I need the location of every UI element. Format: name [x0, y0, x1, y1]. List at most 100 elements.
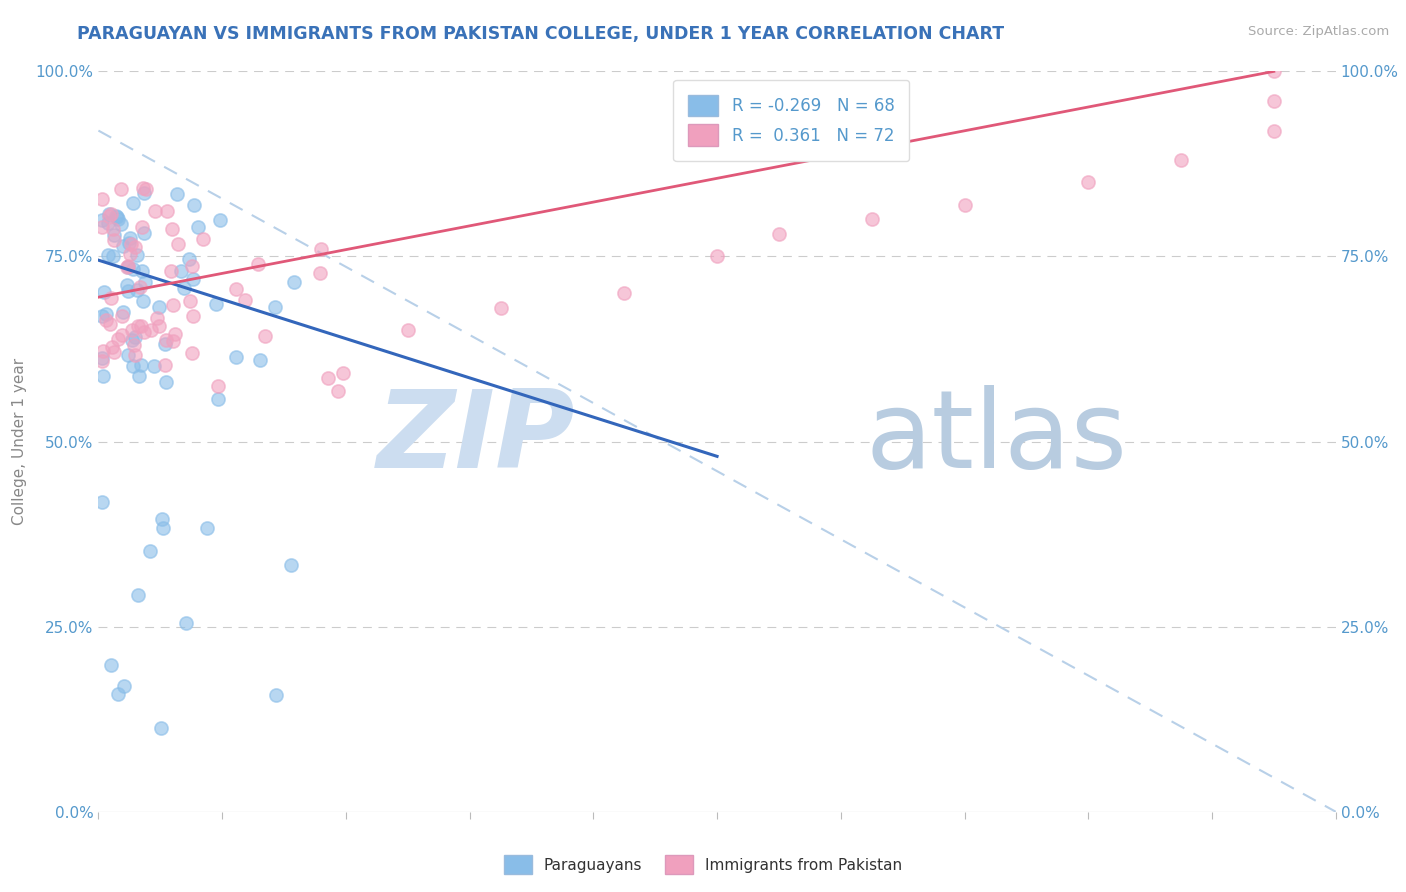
- Point: [139, 544, 162, 558]
- Point: [318, 370, 340, 384]
- Point: [124, 330, 146, 344]
- Point: [183, 309, 205, 323]
- Point: [127, 588, 149, 602]
- Point: [122, 196, 145, 211]
- Point: [98, 210, 121, 224]
- Point: [121, 359, 143, 374]
- Point: [132, 294, 155, 309]
- Point: [309, 243, 332, 257]
- Point: [120, 236, 142, 251]
- Point: [100, 207, 122, 221]
- Point: [207, 392, 229, 406]
- Point: [110, 217, 132, 231]
- Point: [187, 219, 209, 234]
- Point: [155, 375, 177, 389]
- Point: [155, 333, 177, 347]
- Point: [170, 264, 193, 278]
- Point: [122, 261, 145, 276]
- Point: [90, 219, 112, 234]
- Point: [613, 286, 636, 301]
- Point: [155, 358, 177, 372]
- Point: [132, 181, 155, 195]
- Point: [91, 192, 114, 206]
- Point: [115, 277, 138, 292]
- Point: [253, 328, 276, 343]
- Point: [117, 260, 139, 274]
- Point: [132, 325, 155, 339]
- Point: [120, 231, 142, 245]
- Point: [156, 204, 179, 219]
- Point: [162, 334, 184, 348]
- Y-axis label: College, Under 1 year: College, Under 1 year: [13, 358, 27, 525]
- Point: [94, 307, 117, 321]
- Point: [100, 291, 122, 305]
- Point: [152, 521, 174, 535]
- Point: [1077, 175, 1099, 190]
- Point: [332, 366, 354, 380]
- Point: [768, 227, 790, 242]
- Point: [103, 250, 125, 264]
- Point: [208, 213, 231, 227]
- Point: [117, 260, 139, 275]
- Point: [90, 213, 112, 227]
- Text: PARAGUAYAN VS IMMIGRANTS FROM PAKISTAN COLLEGE, UNDER 1 YEAR CORRELATION CHART: PARAGUAYAN VS IMMIGRANTS FROM PAKISTAN C…: [77, 25, 1004, 43]
- Point: [179, 293, 201, 308]
- Point: [139, 323, 162, 337]
- Legend: R = -0.269   N = 68, R =  0.361   N = 72: R = -0.269 N = 68, R = 0.361 N = 72: [673, 79, 910, 161]
- Point: [159, 264, 181, 278]
- Point: [110, 328, 132, 343]
- Point: [1170, 153, 1192, 168]
- Point: [162, 297, 184, 311]
- Point: [953, 197, 976, 211]
- Point: [127, 283, 149, 297]
- Point: [105, 209, 128, 223]
- Point: [112, 305, 135, 319]
- Point: [134, 275, 156, 289]
- Point: [93, 285, 115, 300]
- Text: ZIP: ZIP: [377, 384, 575, 491]
- Point: [107, 332, 129, 346]
- Point: [706, 250, 728, 264]
- Point: [107, 687, 129, 701]
- Point: [122, 337, 145, 351]
- Point: [309, 266, 332, 280]
- Point: [97, 217, 120, 231]
- Point: [249, 353, 271, 368]
- Point: [207, 379, 229, 393]
- Point: [283, 275, 305, 289]
- Point: [118, 247, 141, 261]
- Point: [101, 340, 124, 354]
- Point: [96, 313, 118, 327]
- Point: [160, 221, 183, 235]
- Point: [225, 282, 247, 296]
- Point: [98, 318, 121, 332]
- Point: [101, 221, 124, 235]
- Point: [233, 293, 256, 307]
- Point: [90, 354, 112, 368]
- Point: [191, 231, 214, 245]
- Point: [107, 212, 129, 227]
- Point: [124, 348, 146, 362]
- Point: [90, 495, 112, 509]
- Point: [280, 558, 302, 573]
- Point: [90, 351, 112, 365]
- Point: [117, 348, 139, 362]
- Point: [264, 300, 287, 314]
- Point: [129, 279, 152, 293]
- Text: Source: ZipAtlas.com: Source: ZipAtlas.com: [1249, 25, 1389, 38]
- Point: [131, 264, 153, 278]
- Text: atlas: atlas: [866, 384, 1128, 491]
- Point: [1263, 123, 1285, 137]
- Point: [205, 297, 228, 311]
- Point: [132, 186, 155, 201]
- Point: [97, 248, 120, 262]
- Point: [115, 260, 138, 275]
- Point: [1263, 64, 1285, 78]
- Point: [167, 236, 190, 251]
- Point: [148, 301, 170, 315]
- Point: [117, 284, 139, 298]
- Point: [181, 259, 204, 273]
- Point: [118, 235, 141, 250]
- Point: [105, 210, 128, 224]
- Point: [131, 318, 153, 333]
